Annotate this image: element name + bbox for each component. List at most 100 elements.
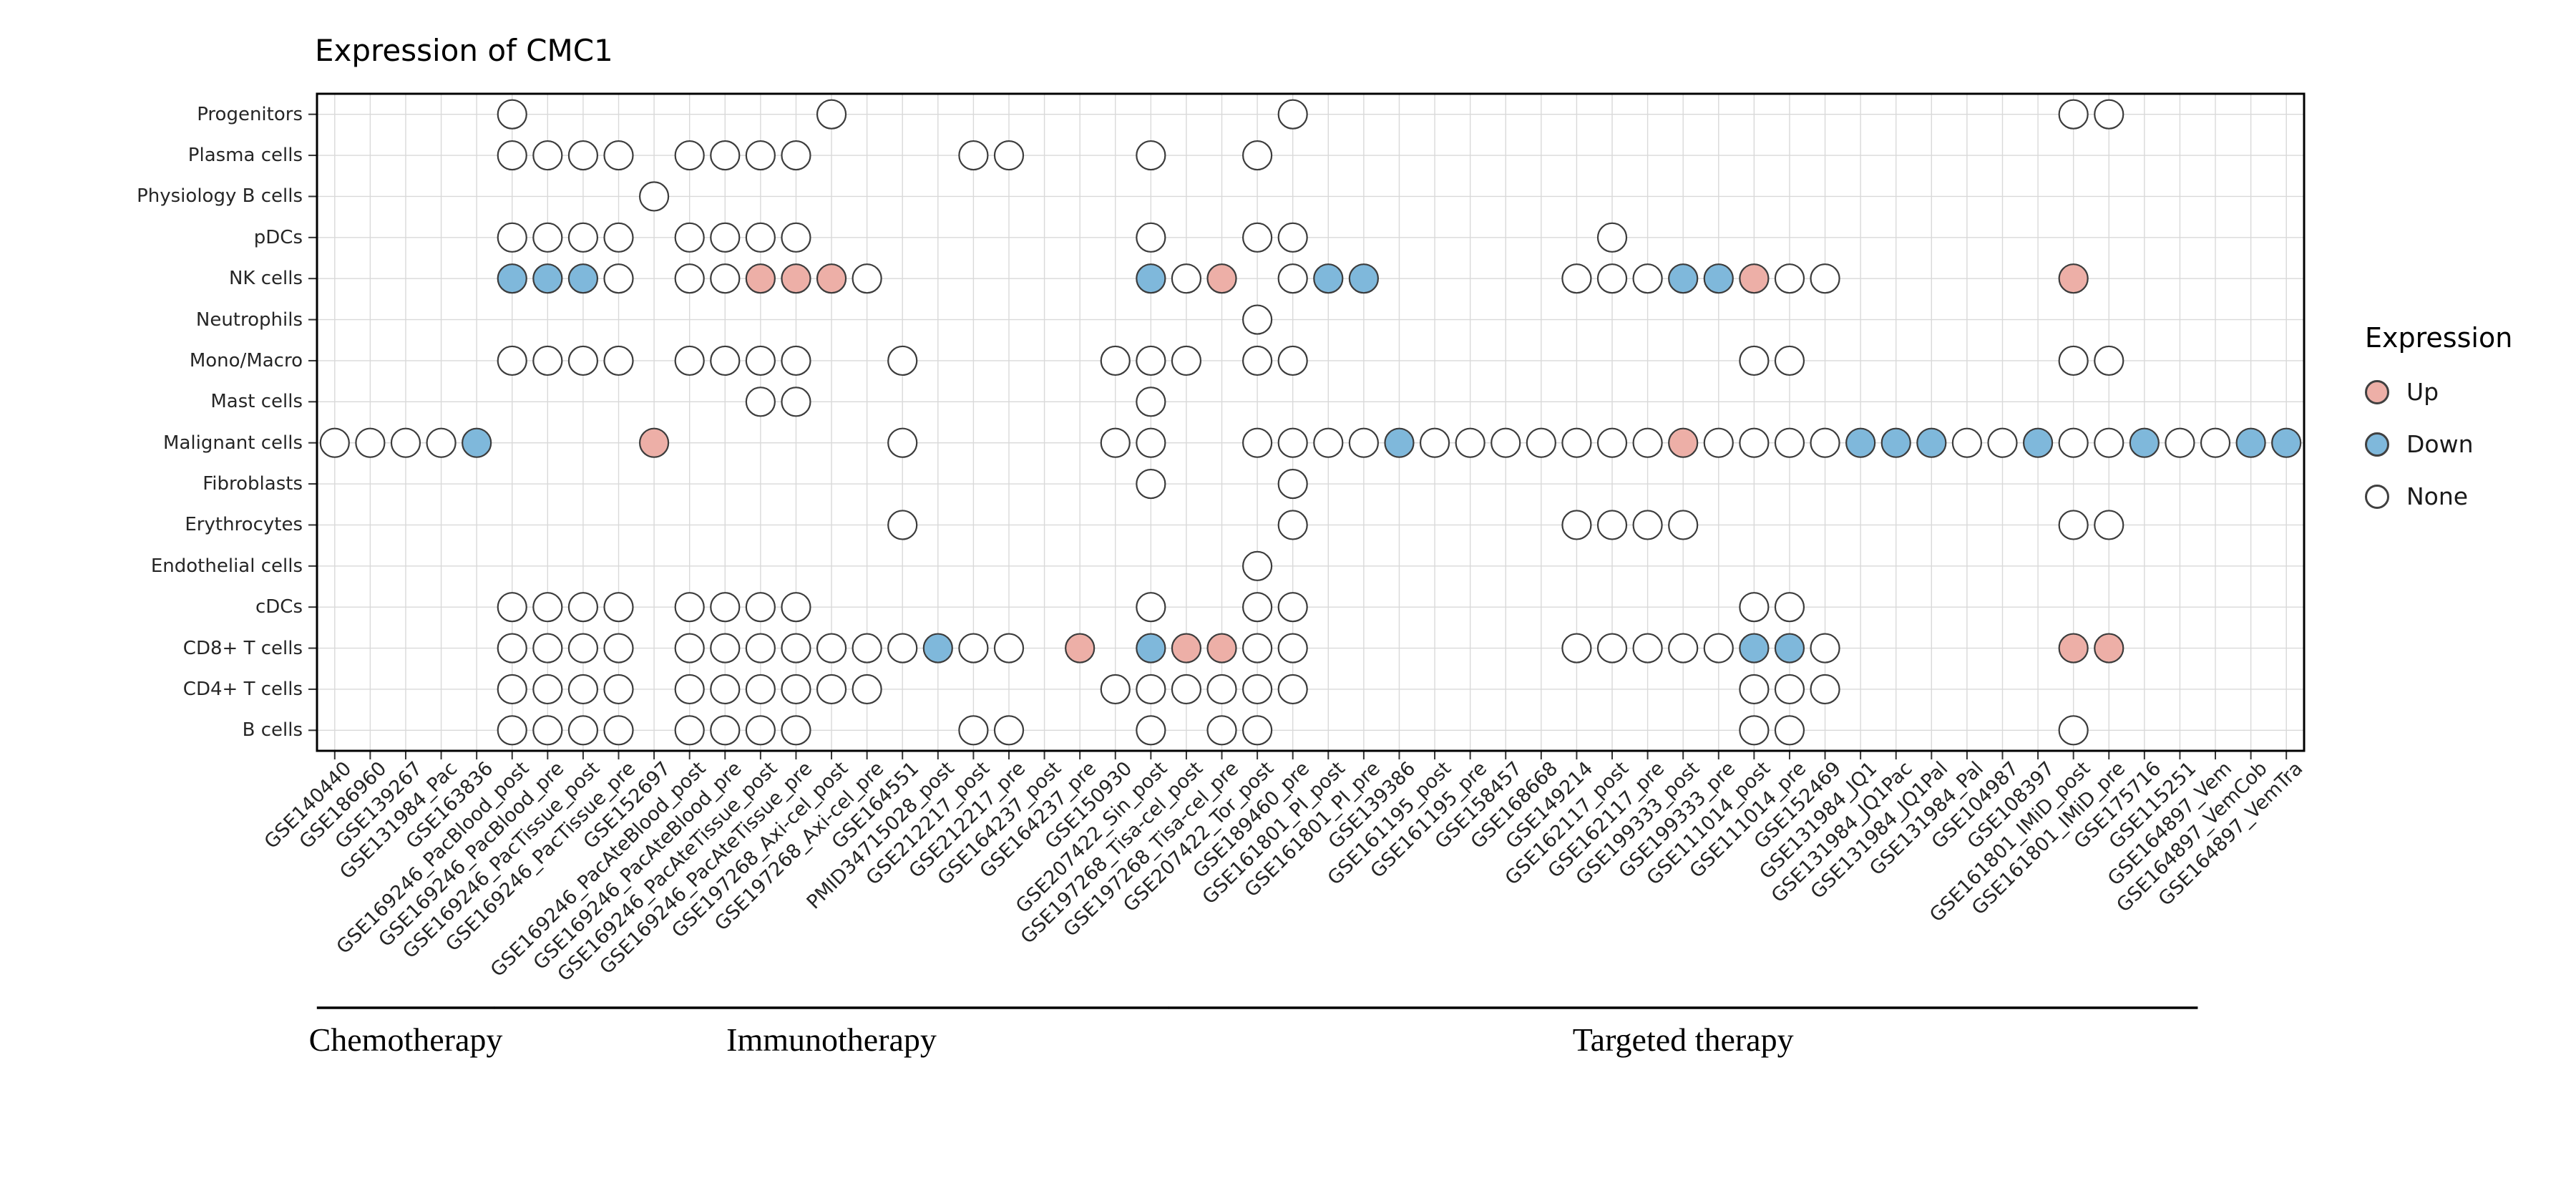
expression-dot	[816, 99, 847, 130]
expression-dot	[1242, 427, 1273, 458]
expression-dot	[745, 387, 776, 417]
expression-dot	[1596, 633, 1628, 664]
legend: Expression Up Down None	[2365, 322, 2512, 535]
expression-dot	[426, 427, 457, 458]
expression-dot	[1703, 427, 1734, 458]
expression-dot	[781, 387, 811, 417]
expression-dot	[1774, 345, 1805, 376]
expression-dot	[1703, 263, 1734, 294]
expression-dot	[1136, 222, 1166, 253]
expression-dot	[2129, 427, 2160, 458]
expression-dot	[1313, 263, 1344, 294]
expression-dot	[567, 592, 599, 623]
expression-dot	[638, 427, 670, 458]
expression-dot	[355, 427, 386, 458]
expression-dot	[958, 140, 989, 171]
expression-dot	[1242, 140, 1273, 171]
expression-dot	[2094, 427, 2124, 458]
expression-dot	[745, 674, 776, 705]
expression-dot	[2058, 99, 2089, 130]
expression-dot	[1136, 592, 1166, 623]
expression-dot	[567, 345, 599, 376]
expression-dot	[1419, 427, 1450, 458]
expression-dot	[1171, 633, 1202, 664]
expression-dot	[1242, 304, 1273, 335]
expression-dot	[1206, 263, 1237, 294]
expression-dot	[1739, 633, 1770, 664]
expression-dot	[745, 140, 776, 171]
expression-dot	[2200, 427, 2231, 458]
expression-dot	[1561, 633, 1592, 664]
expression-dot	[1774, 633, 1805, 664]
expression-dot	[781, 345, 811, 376]
y-axis-label: Endothelial cells	[150, 555, 303, 577]
expression-dot	[1561, 427, 1592, 458]
expression-dot	[497, 674, 527, 705]
expression-dot	[2022, 427, 2054, 458]
expression-dot	[1739, 715, 1770, 746]
legend-item-label: Up	[2406, 378, 2439, 406]
expression-dot	[1242, 592, 1273, 623]
y-axis-label: CD4+ T cells	[182, 678, 303, 700]
expression-dot	[1277, 427, 1308, 458]
y-axis-label: Neutrophils	[195, 308, 303, 331]
expression-dot	[1171, 345, 1202, 376]
expression-dot	[1632, 633, 1663, 664]
expression-dot	[567, 222, 599, 253]
expression-dot	[603, 345, 634, 376]
expression-dot	[852, 674, 882, 705]
expression-dot	[993, 140, 1025, 171]
expression-dot	[1774, 263, 1805, 294]
expression-dot	[816, 674, 847, 705]
legend-item: Up	[2365, 378, 2512, 406]
expression-dot	[887, 510, 918, 540]
expression-dot	[2094, 510, 2124, 540]
expression-dot	[497, 99, 527, 130]
expression-dot	[1810, 427, 1840, 458]
expression-dot	[710, 345, 741, 376]
expression-dot	[958, 633, 989, 664]
expression-dot	[781, 140, 811, 171]
expression-dot	[922, 633, 953, 664]
expression-dot	[603, 633, 634, 664]
expression-dot	[745, 222, 776, 253]
expression-dot	[319, 427, 350, 458]
expression-dot	[567, 715, 599, 746]
expression-dot	[497, 345, 527, 376]
expression-dot	[1277, 592, 1308, 623]
expression-dot	[2094, 633, 2124, 664]
expression-dot	[2058, 345, 2089, 376]
panel-border	[316, 92, 2306, 752]
y-axis-label: Physiology B cells	[137, 185, 303, 208]
expression-dot	[497, 715, 527, 746]
expression-dot	[2058, 263, 2089, 294]
expression-dot	[1596, 263, 1628, 294]
legend-title: Expression	[2365, 322, 2513, 354]
expression-dot	[674, 263, 705, 294]
expression-dot	[1739, 345, 1770, 376]
expression-dot	[1810, 674, 1840, 705]
expression-dot	[1277, 674, 1308, 705]
legend-item: Down	[2365, 430, 2512, 458]
chart-title: Expression of CMC1	[315, 33, 613, 68]
expression-dot	[1136, 387, 1166, 417]
expression-dot	[1242, 345, 1273, 376]
expression-dot	[2058, 427, 2089, 458]
expression-dot	[2058, 510, 2089, 540]
expression-dot	[1065, 633, 1096, 664]
expression-dot	[993, 715, 1025, 746]
expression-dot	[1136, 427, 1166, 458]
expression-dot	[887, 427, 918, 458]
expression-dot	[745, 263, 776, 294]
expression-dot	[1100, 674, 1131, 705]
expression-dot	[745, 592, 776, 623]
expression-dot	[567, 263, 599, 294]
expression-dot	[1668, 510, 1699, 540]
y-axis-label: Fibroblasts	[203, 473, 303, 495]
expression-dot	[1561, 263, 1592, 294]
expression-dot	[462, 427, 492, 458]
expression-dot	[1455, 427, 1485, 458]
expression-dot	[781, 715, 811, 746]
expression-dot	[603, 222, 634, 253]
